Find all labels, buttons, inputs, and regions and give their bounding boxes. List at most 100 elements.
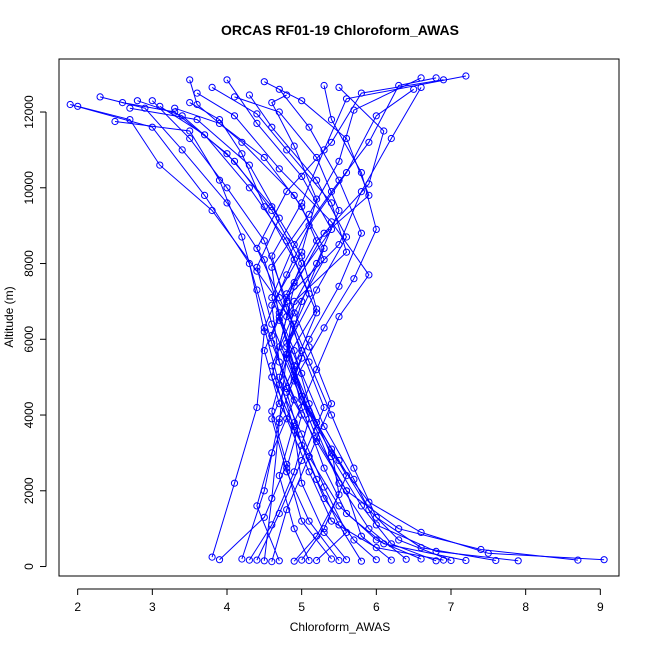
data-point <box>357 188 365 196</box>
data-point <box>327 188 336 196</box>
data-point <box>290 422 298 430</box>
series-line <box>70 104 265 558</box>
data-point <box>275 557 283 565</box>
data-point <box>335 157 343 165</box>
data-point <box>327 517 336 525</box>
data-point <box>365 138 373 146</box>
data-point <box>365 191 373 199</box>
data-point <box>350 464 358 472</box>
data-point <box>298 297 306 305</box>
y-tick-label: 2000 <box>22 477 36 504</box>
data-point <box>320 422 328 430</box>
data-point <box>148 97 156 105</box>
data-point <box>230 112 239 120</box>
data-point <box>230 93 239 101</box>
data-point <box>305 556 313 565</box>
data-point <box>253 263 261 271</box>
data-point <box>298 199 306 207</box>
series-line <box>271 94 332 560</box>
plot-frame <box>58 58 620 577</box>
chart-title: ORCAS RF01-19 Chloroform_AWAS <box>221 22 459 38</box>
data-point <box>260 78 268 86</box>
data-point <box>313 556 321 565</box>
series-line <box>278 88 377 561</box>
data-point <box>275 358 283 366</box>
data-point <box>260 324 268 332</box>
data-point <box>238 150 246 158</box>
data-point <box>268 123 276 131</box>
data-point <box>253 502 261 510</box>
data-point <box>298 411 306 419</box>
data-point <box>148 123 156 131</box>
data-point <box>402 555 410 563</box>
data-point <box>141 104 149 112</box>
data-point <box>245 91 253 99</box>
data-point <box>335 206 343 215</box>
data-point <box>290 557 298 565</box>
data-point <box>275 373 283 381</box>
data-point <box>298 441 306 449</box>
data-point <box>327 555 336 563</box>
x-tick-label: 5 <box>298 600 305 614</box>
data-point <box>96 93 104 101</box>
data-point <box>275 108 283 116</box>
y-axis-label: Altitude (m) <box>2 286 16 347</box>
data-point <box>66 100 74 109</box>
data-point <box>477 545 485 554</box>
data-point <box>313 176 321 184</box>
data-point <box>305 335 313 343</box>
data-point <box>298 517 306 525</box>
data-point <box>327 400 336 408</box>
data-point <box>305 517 313 525</box>
data-point <box>245 556 253 564</box>
data-point <box>230 157 239 165</box>
data-point <box>372 225 380 233</box>
data-point <box>275 415 283 423</box>
data-point <box>156 161 164 169</box>
data-point <box>335 282 343 290</box>
data-point <box>372 521 380 529</box>
data-point <box>342 556 351 564</box>
data-point <box>268 206 276 215</box>
axes: 2 3 4 5 6 7 8 9 0 2000 4000 6000 8000 10000 12000 <box>22 95 604 614</box>
series-line <box>99 96 310 561</box>
series-line <box>174 107 444 561</box>
series-line <box>263 88 414 561</box>
data-point <box>417 544 425 552</box>
data-point <box>342 509 351 518</box>
data-point <box>320 229 328 237</box>
data-point <box>238 555 246 563</box>
series-line <box>234 96 362 562</box>
data-point <box>335 83 343 92</box>
series-line <box>77 105 347 561</box>
data-point <box>283 339 291 347</box>
data-point <box>275 381 283 389</box>
data-point <box>447 556 455 565</box>
y-tick-label: 4000 <box>22 401 36 428</box>
data-point <box>342 169 351 177</box>
data-point <box>320 525 328 533</box>
data-point <box>298 556 306 564</box>
data-point <box>253 244 261 252</box>
data-point <box>320 403 328 412</box>
data-point <box>357 502 365 510</box>
data-point <box>335 502 343 510</box>
data-point <box>365 506 373 514</box>
x-tick-label: 6 <box>373 600 380 614</box>
data-point <box>335 521 343 529</box>
data-point <box>275 509 283 518</box>
data-point <box>342 233 351 241</box>
y-tick-label: 6000 <box>22 326 36 353</box>
data-point <box>462 556 470 565</box>
data-point <box>380 127 388 135</box>
data-point <box>283 305 291 313</box>
data-point <box>223 184 231 192</box>
x-tick-label: 8 <box>522 600 529 614</box>
data-point <box>365 498 373 506</box>
x-tick-label: 2 <box>74 600 81 614</box>
data-point <box>342 95 351 103</box>
data-point <box>260 487 268 495</box>
data-point <box>171 104 179 112</box>
data-point <box>268 252 276 260</box>
